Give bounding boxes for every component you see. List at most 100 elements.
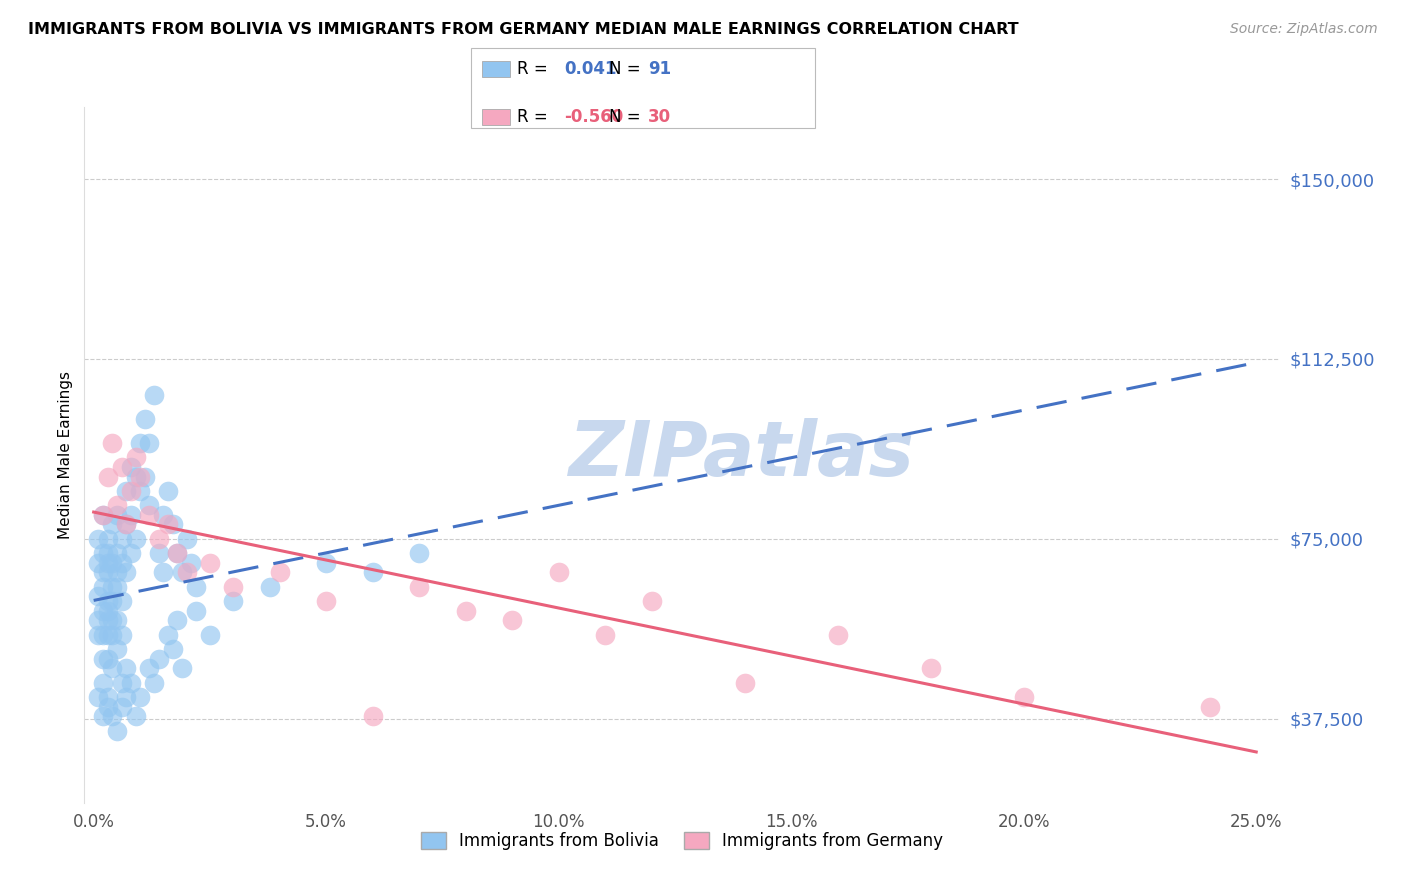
Point bbox=[101, 594, 124, 608]
Point bbox=[110, 532, 132, 546]
Point bbox=[157, 628, 180, 642]
Point bbox=[454, 604, 477, 618]
Point bbox=[143, 676, 166, 690]
Point bbox=[138, 498, 160, 512]
Point bbox=[157, 483, 180, 498]
Point bbox=[91, 604, 114, 618]
Point bbox=[97, 628, 120, 642]
Point bbox=[152, 508, 174, 522]
Point bbox=[91, 676, 114, 690]
Point bbox=[110, 594, 132, 608]
Point bbox=[120, 483, 142, 498]
Point bbox=[162, 642, 184, 657]
Point bbox=[97, 532, 120, 546]
Point bbox=[827, 628, 849, 642]
Point bbox=[184, 604, 207, 618]
Point bbox=[361, 566, 384, 580]
Point bbox=[124, 469, 146, 483]
Point bbox=[105, 498, 128, 512]
Point bbox=[1198, 699, 1220, 714]
Point bbox=[166, 546, 188, 560]
Point bbox=[91, 652, 114, 666]
Point bbox=[315, 556, 337, 570]
Point bbox=[148, 546, 170, 560]
Point bbox=[110, 676, 132, 690]
Point bbox=[110, 628, 132, 642]
Text: ZIPatlas: ZIPatlas bbox=[568, 418, 915, 491]
Point bbox=[408, 580, 430, 594]
Point bbox=[408, 546, 430, 560]
Point bbox=[734, 676, 756, 690]
Point bbox=[110, 556, 132, 570]
Point bbox=[87, 614, 110, 628]
Point bbox=[87, 628, 110, 642]
Point bbox=[101, 709, 124, 723]
Point bbox=[105, 566, 128, 580]
Point bbox=[91, 566, 114, 580]
Point bbox=[101, 556, 124, 570]
Point bbox=[101, 661, 124, 675]
Point bbox=[97, 604, 120, 618]
Text: R =: R = bbox=[517, 60, 548, 78]
Point bbox=[97, 594, 120, 608]
Point bbox=[115, 690, 138, 705]
Point bbox=[547, 566, 569, 580]
Point bbox=[1012, 690, 1035, 705]
Point bbox=[101, 628, 124, 642]
Text: N =: N = bbox=[609, 60, 640, 78]
Legend: Immigrants from Bolivia, Immigrants from Germany: Immigrants from Bolivia, Immigrants from… bbox=[413, 826, 950, 857]
Point bbox=[87, 590, 110, 604]
Point bbox=[115, 661, 138, 675]
Point bbox=[101, 580, 124, 594]
Point bbox=[97, 546, 120, 560]
Text: -0.560: -0.560 bbox=[564, 108, 623, 126]
Point bbox=[115, 517, 138, 532]
Point bbox=[176, 532, 198, 546]
Point bbox=[120, 508, 142, 522]
Text: 30: 30 bbox=[648, 108, 671, 126]
Point bbox=[138, 508, 160, 522]
Point bbox=[101, 614, 124, 628]
Point bbox=[120, 546, 142, 560]
Point bbox=[91, 580, 114, 594]
Point bbox=[97, 690, 120, 705]
Point bbox=[105, 580, 128, 594]
Point bbox=[105, 642, 128, 657]
Point bbox=[170, 661, 193, 675]
Point bbox=[105, 723, 128, 738]
Point bbox=[91, 508, 114, 522]
Point bbox=[129, 436, 152, 450]
Text: 0.041: 0.041 bbox=[564, 60, 616, 78]
Point bbox=[97, 699, 120, 714]
Text: Source: ZipAtlas.com: Source: ZipAtlas.com bbox=[1230, 22, 1378, 37]
Point bbox=[124, 709, 146, 723]
Point bbox=[129, 483, 152, 498]
Point bbox=[105, 614, 128, 628]
Point bbox=[87, 532, 110, 546]
Point bbox=[91, 508, 114, 522]
Text: 91: 91 bbox=[648, 60, 671, 78]
Point bbox=[593, 628, 616, 642]
Point bbox=[157, 517, 180, 532]
Point bbox=[105, 546, 128, 560]
Point bbox=[138, 661, 160, 675]
Point bbox=[222, 594, 245, 608]
Point bbox=[148, 652, 170, 666]
Point bbox=[138, 436, 160, 450]
Point bbox=[198, 628, 221, 642]
Point bbox=[269, 566, 291, 580]
Point bbox=[91, 709, 114, 723]
Point bbox=[166, 614, 188, 628]
Point bbox=[124, 450, 146, 465]
Point bbox=[134, 412, 156, 426]
Point bbox=[641, 594, 664, 608]
Point bbox=[87, 690, 110, 705]
Point bbox=[110, 699, 132, 714]
Point bbox=[920, 661, 942, 675]
Point bbox=[97, 469, 120, 483]
Y-axis label: Median Male Earnings: Median Male Earnings bbox=[58, 371, 73, 539]
Point bbox=[170, 566, 193, 580]
Point bbox=[101, 517, 124, 532]
Point bbox=[97, 652, 120, 666]
Point bbox=[120, 676, 142, 690]
